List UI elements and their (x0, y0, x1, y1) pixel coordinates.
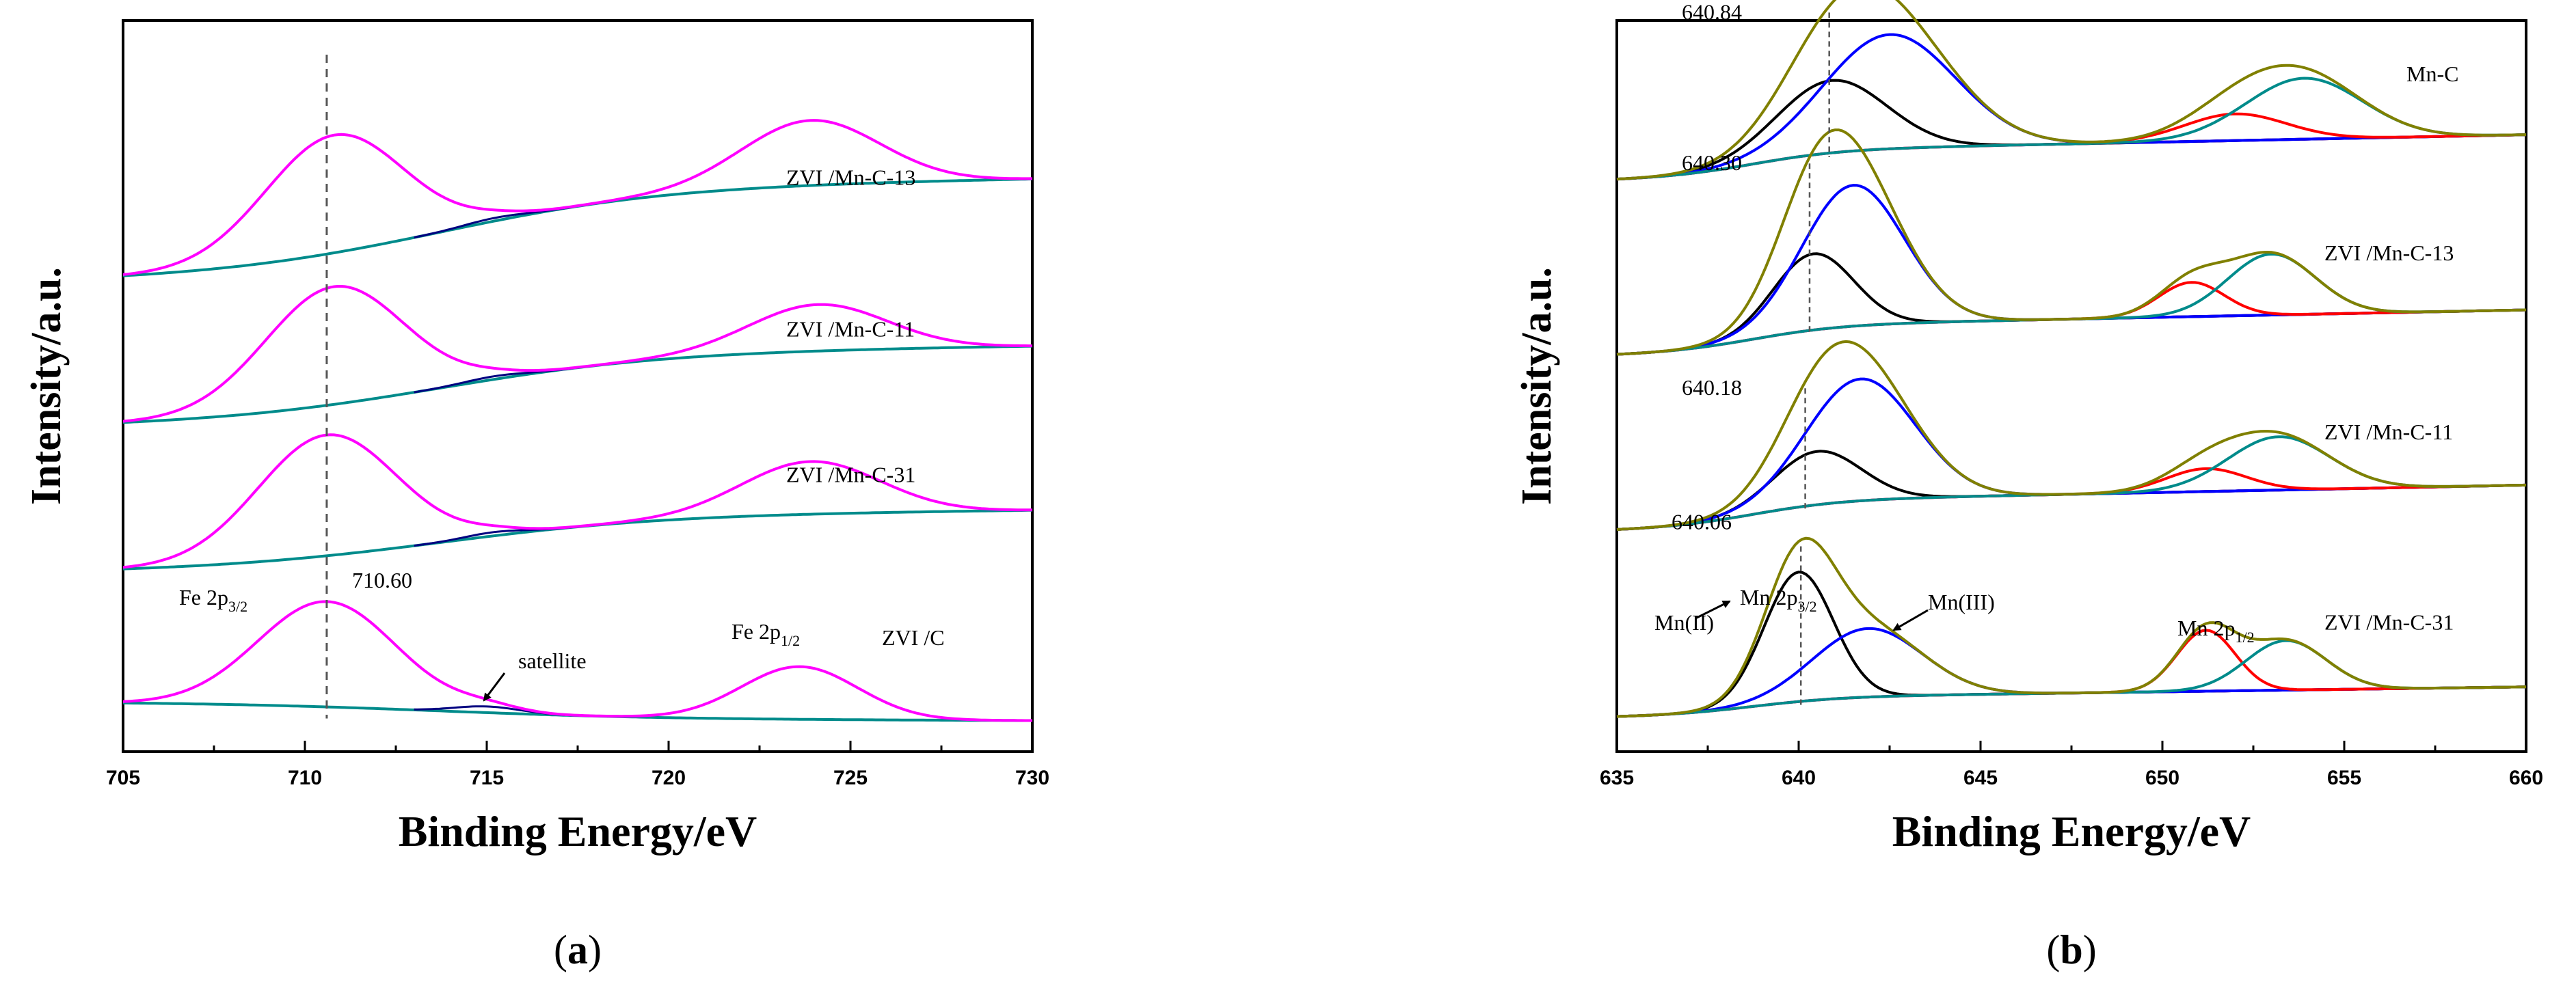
panel-a-envelope-line (122, 433, 1032, 569)
panel-a-fe2p12-label: Fe 2p1/2 (732, 619, 800, 649)
panel-b-x-tick-label: 650 (2145, 767, 2179, 789)
panel-b-envelope-line (1616, 340, 2527, 531)
panel-b-background-line (1616, 483, 2527, 531)
panel-a-baseline-line (122, 177, 1033, 277)
panel-a-satellite-label: satellite (518, 648, 587, 673)
panel-a-peak-value: 710.60 (352, 568, 412, 592)
panel-b-envelope-line (1616, 536, 2526, 718)
panel-b-reference-lines (1799, 12, 1830, 706)
panel-b-spectrum-labels: Mn-C ZVI /Mn-C-13 ZVI /Mn-C-11 ZVI /Mn-C-31 (2324, 61, 2458, 635)
panel-a-series-label: ZVI /Mn-C-31 (786, 463, 915, 487)
panel-b-peak-position-label: 640.18 (1682, 375, 1742, 400)
panel-b-mn3-line (1616, 33, 2527, 181)
panel-b-x-tick-label: 655 (2327, 767, 2361, 789)
panel-a-x-tick-label: 715 (470, 767, 504, 789)
panel-a-envelope-line (122, 600, 1032, 722)
panel-b-x-tick-label: 645 (1963, 767, 1998, 789)
panel-b-mn2-arrow (1695, 600, 1731, 620)
panel-b-y-axis-title: Intensity/a.u. (1514, 267, 1560, 505)
panel-b-series-label: ZVI /Mn-C-13 (2324, 241, 2454, 265)
panel-b: 635 640 645 650 655 660 Mn-C ZVI /Mn-C-13 ZVI /… (1514, 0, 2543, 972)
panel-b-mn2-line (1616, 450, 2527, 531)
panel-a-fe2p32-label: Fe 2p3/2 (179, 585, 247, 615)
panel-b-series-label: Mn-C (2406, 61, 2458, 86)
panel-b-mn2p32-label: Mn 2p3/2 (1740, 585, 1817, 615)
panel-b-background-line (1616, 308, 2527, 356)
panel-b-series-label: ZVI /Mn-C-31 (2324, 610, 2454, 635)
panel-a-x-tick-label: 730 (1015, 767, 1049, 789)
panel-b-x-tick-label: 640 (1782, 767, 1816, 789)
panel-b-mn2p12-label: Mn 2p1/2 (2177, 616, 2255, 646)
panel-a-satellite-arrow (483, 672, 506, 702)
panel-b-series-label: ZVI /Mn-C-11 (2324, 420, 2453, 444)
panel-a-series-label: ZVI /C (882, 625, 945, 650)
panel-a-series-label: ZVI /Mn-C-13 (786, 165, 915, 189)
panel-a-spectrum-labels: ZVI /Mn-C-13 ZVI /Mn-C-11 ZVI /Mn-C-31 ZVI … (786, 165, 945, 650)
panel-b-caption: (b) (2046, 927, 2096, 972)
panel-b-peak-positions: 640.84 640.30 640.18 640.06 (1672, 0, 1742, 534)
panel-a-x-ticks: 705 710 715 720 725 730 (106, 741, 1049, 789)
panel-a-caption: (a) (554, 927, 602, 972)
panel-b-x-tick-label: 635 (1600, 767, 1634, 789)
panel-a-series-label: ZVI /Mn-C-11 (786, 316, 915, 341)
panel-b-envelope-line (1616, 0, 2527, 181)
panel-a-x-tick-label: 710 (288, 767, 322, 789)
panel-a-x-axis-title: Binding Energy/eV (399, 807, 757, 856)
panel-b-teal-component-line (1616, 77, 2527, 181)
panel-b-spectra (1616, 0, 2527, 718)
panel-a-x-tick-label: 720 (652, 767, 686, 789)
panel-b-mn3-arrow (1892, 609, 1929, 631)
panel-a-y-axis-title: Intensity/a.u. (23, 267, 70, 505)
panel-b-peak-position-label: 640.06 (1672, 509, 1732, 534)
panel-a-spectra (122, 119, 1033, 722)
panel-b-teal-component-line (1616, 252, 2527, 356)
panel-a-envelope-line (122, 285, 1032, 423)
panel-b-x-ticks: 635 640 645 650 655 660 (1600, 741, 2543, 789)
panel-b-mn3-line (1616, 184, 2527, 356)
panel-a-x-tick-label: 705 (106, 767, 140, 789)
panel-b-mn3-line (1616, 377, 2527, 531)
panel-a-baseline-line (122, 344, 1033, 424)
panel-a-envelope-line (122, 119, 1032, 276)
panel-b-mn3-label: Mn(III) (1928, 590, 1995, 614)
panel-b-peak-position-label: 640.84 (1682, 0, 1742, 24)
panel-b-x-tick-label: 660 (2509, 767, 2543, 789)
panel-b-peak-position-label: 640.30 (1682, 150, 1742, 175)
panel-b-x-axis-title: Binding Energy/eV (1892, 807, 2251, 856)
panel-a-baseline-line (122, 508, 1032, 571)
panel-b-envelope-line (1616, 128, 2527, 356)
panel-b-background-line (1616, 685, 2526, 718)
panel-a-x-tick-label: 725 (833, 767, 868, 789)
